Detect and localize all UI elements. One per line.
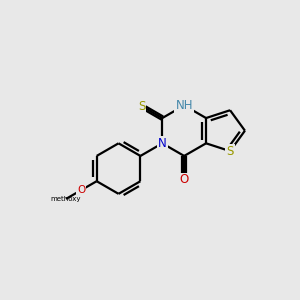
Text: methoxy: methoxy xyxy=(51,196,81,202)
Text: NH: NH xyxy=(176,99,193,112)
Text: S: S xyxy=(226,145,234,158)
Text: O: O xyxy=(180,173,189,186)
Text: S: S xyxy=(138,100,145,112)
Text: O: O xyxy=(77,185,86,195)
Text: N: N xyxy=(158,137,167,150)
